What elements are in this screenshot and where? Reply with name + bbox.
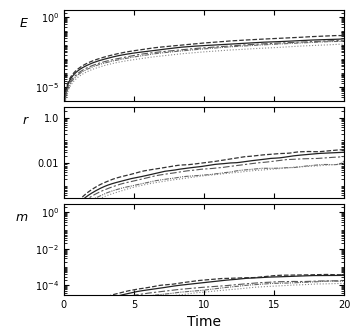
Text: E: E bbox=[20, 17, 27, 30]
Text: r: r bbox=[22, 114, 27, 127]
Text: m: m bbox=[15, 211, 27, 224]
X-axis label: Time: Time bbox=[187, 315, 221, 329]
